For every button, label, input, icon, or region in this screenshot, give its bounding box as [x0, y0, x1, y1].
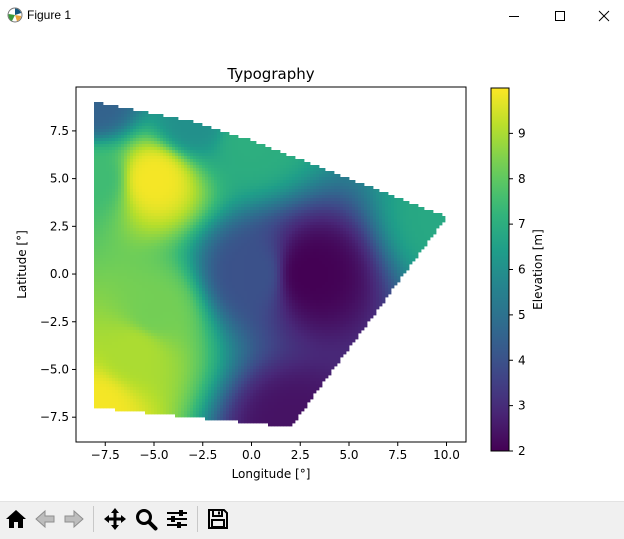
y-axis-label: Latitude [°] — [15, 230, 29, 299]
minimize-icon — [509, 15, 519, 17]
home-button[interactable] — [2, 505, 30, 533]
configure-subplots-button[interactable] — [163, 505, 191, 533]
close-icon — [598, 10, 610, 21]
colorbar-tick-label: 2 — [518, 444, 526, 458]
colorbar-tick-label: 3 — [518, 399, 526, 413]
navigation-toolbar — [0, 501, 624, 539]
colorbar-tick-label: 6 — [518, 263, 526, 277]
x-tick-label: 2.5 — [291, 448, 310, 462]
matplotlib-icon — [7, 7, 23, 23]
sliders-icon — [167, 510, 187, 528]
colorbar-tick-label: 5 — [518, 308, 526, 322]
maximize-icon — [555, 10, 565, 21]
minimize-button[interactable] — [491, 0, 537, 31]
y-tick-label: −2.5 — [40, 315, 69, 329]
close-button[interactable] — [581, 0, 624, 31]
y-tick-label: 5.0 — [50, 172, 69, 186]
maximize-button[interactable] — [537, 0, 583, 31]
y-tick-label: −5.0 — [40, 362, 69, 376]
figure-canvas[interactable]: −7.5 −5.0 −2.5 0.0 2.5 5.0 7.5 10.0 −7.5 −5.0 −2.… — [0, 31, 624, 501]
colorbar-tick-label: 9 — [518, 126, 526, 140]
forward-button[interactable] — [60, 505, 88, 533]
x-axis-label: Longitude [°] — [232, 467, 311, 481]
y-tick-label: 7.5 — [50, 124, 69, 138]
tripcolor-chart: −7.5 −5.0 −2.5 0.0 2.5 5.0 7.5 10.0 −7.5 −5.0 −2.… — [15, 65, 545, 481]
arrow-right-icon — [64, 509, 84, 529]
move-icon — [104, 508, 126, 530]
y-tick-label: 2.5 — [50, 219, 69, 233]
colorbar-tick-label: 7 — [518, 217, 526, 231]
chart-title: Typography — [226, 65, 314, 83]
colorbar — [490, 87, 510, 452]
colorbar-tick-label: 8 — [518, 172, 526, 186]
magnifier-icon — [136, 509, 158, 531]
x-tick-label: −7.5 — [91, 448, 120, 462]
floppy-disk-icon — [208, 509, 228, 529]
x-tick-label: −2.5 — [188, 448, 217, 462]
x-tick-label: −5.0 — [139, 448, 168, 462]
pan-button[interactable] — [101, 505, 129, 533]
x-tick-label: 7.5 — [388, 448, 407, 462]
x-tick-label: 10.0 — [433, 448, 460, 462]
colorbar-label: Elevation [m] — [531, 229, 545, 310]
x-tick-label: 5.0 — [339, 448, 358, 462]
axes-frame — [75, 86, 467, 443]
x-tick-label: 0.0 — [242, 448, 261, 462]
save-button[interactable] — [204, 505, 232, 533]
title-bar: Figure 1 — [0, 0, 624, 31]
colorbar-tick-label: 4 — [518, 353, 526, 367]
y-tick-label: −7.5 — [40, 410, 69, 424]
toolbar-separator — [197, 506, 198, 532]
window-title: Figure 1 — [27, 8, 72, 22]
y-tick-label: 0.0 — [50, 267, 69, 281]
toolbar-separator — [93, 506, 94, 532]
home-icon — [6, 510, 26, 528]
arrow-left-icon — [35, 509, 55, 529]
back-button[interactable] — [31, 505, 59, 533]
zoom-button[interactable] — [132, 505, 160, 533]
